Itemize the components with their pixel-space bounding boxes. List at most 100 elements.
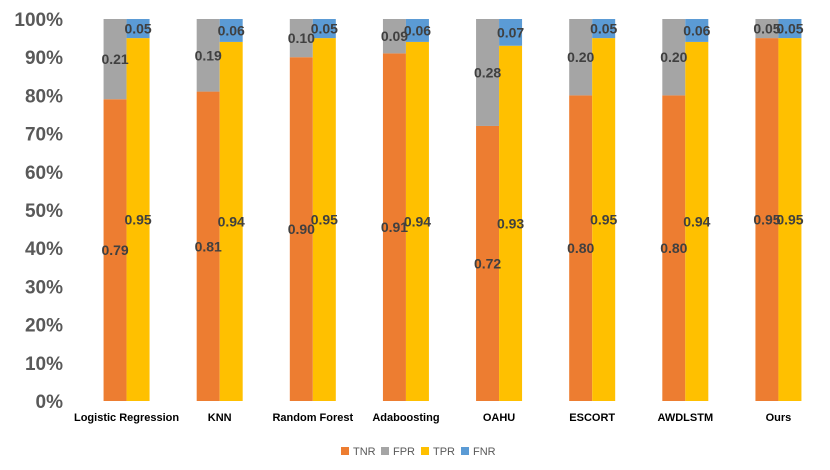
data-label-tnr: 0.79 [101, 242, 128, 258]
legend-item-fnr: FNR [461, 446, 496, 458]
legend-swatch [461, 447, 469, 455]
legend: TNR FPR TPR FNR [341, 446, 496, 458]
x-tick-label: ESCORT [569, 412, 615, 424]
legend-swatch [381, 447, 389, 455]
x-tick-label: Ours [766, 412, 792, 424]
bar-tpr [685, 41, 709, 402]
bar-tpr [592, 38, 616, 401]
bar-tnr [755, 38, 779, 401]
data-label-tnr: 0.72 [474, 255, 501, 271]
y-tick-label: 0% [36, 392, 64, 413]
x-tick-label: Random Forest [272, 412, 353, 424]
bar-tnr [662, 95, 686, 402]
data-label-fpr: 0.28 [474, 64, 501, 80]
data-label-tnr: 0.95 [753, 212, 780, 228]
data-label-fpr: 0.20 [660, 49, 687, 65]
data-label-fnr: 0.05 [124, 21, 151, 37]
data-label-fnr: 0.05 [311, 21, 338, 37]
bar-fpr [662, 19, 686, 96]
legend-swatch [421, 447, 429, 455]
legend-item-tpr: TPR [421, 446, 455, 458]
x-axis: Logistic Regression KNN Random Forest Adabo… [74, 412, 791, 424]
data-label-tpr: 0.94 [404, 213, 431, 229]
legend-swatch [341, 447, 349, 455]
data-label-tpr: 0.94 [218, 213, 245, 229]
x-tick-label: KNN [208, 412, 232, 424]
bar-tnr [196, 91, 220, 401]
bar-fnr [126, 19, 150, 39]
bar-tpr [778, 38, 802, 401]
data-label-tpr: 0.95 [124, 212, 151, 228]
data-label-fpr: 0.10 [288, 30, 315, 46]
y-tick-label: 80% [25, 86, 63, 107]
data-label-fnr: 0.06 [218, 22, 245, 38]
bar-tnr [569, 95, 593, 402]
bar-fpr [103, 19, 127, 100]
bar-fpr [569, 19, 593, 96]
data-label-tpr: 0.95 [776, 212, 803, 228]
data-label-tnr: 0.90 [288, 221, 315, 237]
data-label-tnr: 0.91 [381, 219, 408, 235]
bar-fpr [476, 19, 500, 126]
data-label-fpr: 0.09 [381, 28, 408, 44]
legend-item-fpr: FPR [381, 446, 415, 458]
y-tick-label: 100% [14, 10, 63, 31]
data-label-fnr: 0.06 [404, 22, 431, 38]
bar-fnr [592, 19, 616, 39]
data-label-fpr: 0.05 [753, 21, 780, 37]
y-tick-label: 70% [25, 125, 63, 146]
bar-fnr [685, 19, 709, 42]
bar-tnr [289, 57, 313, 401]
legend-label: FNR [473, 446, 496, 458]
bar-fpr [196, 19, 220, 92]
x-tick-label: Adaboosting [372, 412, 439, 424]
data-label-tpr: 0.95 [311, 212, 338, 228]
legend-item-tnr: TNR [341, 446, 376, 458]
legend-label: FPR [393, 446, 415, 458]
data-label-tpr: 0.94 [683, 213, 710, 229]
data-label-fnr: 0.05 [590, 21, 617, 37]
data-labels: 0.79 0.21 0.95 0.05 0.81 0.19 0.94 0.06 0.90 0.10… [101, 21, 803, 272]
y-tick-label: 90% [25, 48, 63, 69]
bar-tpr [405, 41, 429, 402]
bar-tpr [219, 41, 243, 402]
y-tick-label: 50% [25, 201, 63, 222]
legend-label: TPR [433, 446, 455, 458]
data-label-fpr: 0.19 [195, 47, 222, 63]
y-axis: 0% 10% 20% 30% 40% 50% 60% 70% 80% 90% 100% [14, 10, 63, 413]
bar-fnr [405, 19, 429, 42]
bar-fnr [312, 19, 336, 39]
bar-fnr [778, 19, 802, 39]
y-tick-label: 10% [25, 354, 63, 375]
bar-tnr [103, 99, 127, 401]
bar-fpr [755, 19, 779, 39]
x-tick-label: OAHU [483, 412, 515, 424]
data-label-tnr: 0.81 [195, 238, 222, 254]
bars [103, 19, 802, 402]
data-label-fpr: 0.20 [567, 49, 594, 65]
data-label-fnr: 0.07 [497, 24, 524, 40]
bar-fpr [289, 19, 313, 58]
data-label-tpr: 0.93 [497, 215, 524, 231]
bar-tpr [499, 45, 523, 402]
data-label-fnr: 0.06 [683, 22, 710, 38]
bar-tpr [126, 38, 150, 401]
legend-label: TNR [353, 446, 376, 458]
bar-tnr [382, 53, 406, 401]
bar-tnr [476, 125, 500, 402]
bar-fnr [499, 19, 523, 46]
data-label-tpr: 0.95 [590, 212, 617, 228]
y-tick-label: 60% [25, 163, 63, 184]
y-tick-label: 30% [25, 277, 63, 298]
data-label-tnr: 0.80 [567, 240, 594, 256]
data-label-fpr: 0.21 [101, 51, 128, 67]
data-label-fnr: 0.05 [776, 21, 803, 37]
bar-tpr [312, 38, 336, 401]
x-tick-label: AWDLSTM [658, 412, 714, 424]
data-label-tnr: 0.80 [660, 240, 687, 256]
x-tick-label: Logistic Regression [74, 412, 179, 424]
bar-fpr [382, 19, 406, 54]
y-tick-label: 20% [25, 316, 63, 337]
y-tick-label: 40% [25, 239, 63, 260]
